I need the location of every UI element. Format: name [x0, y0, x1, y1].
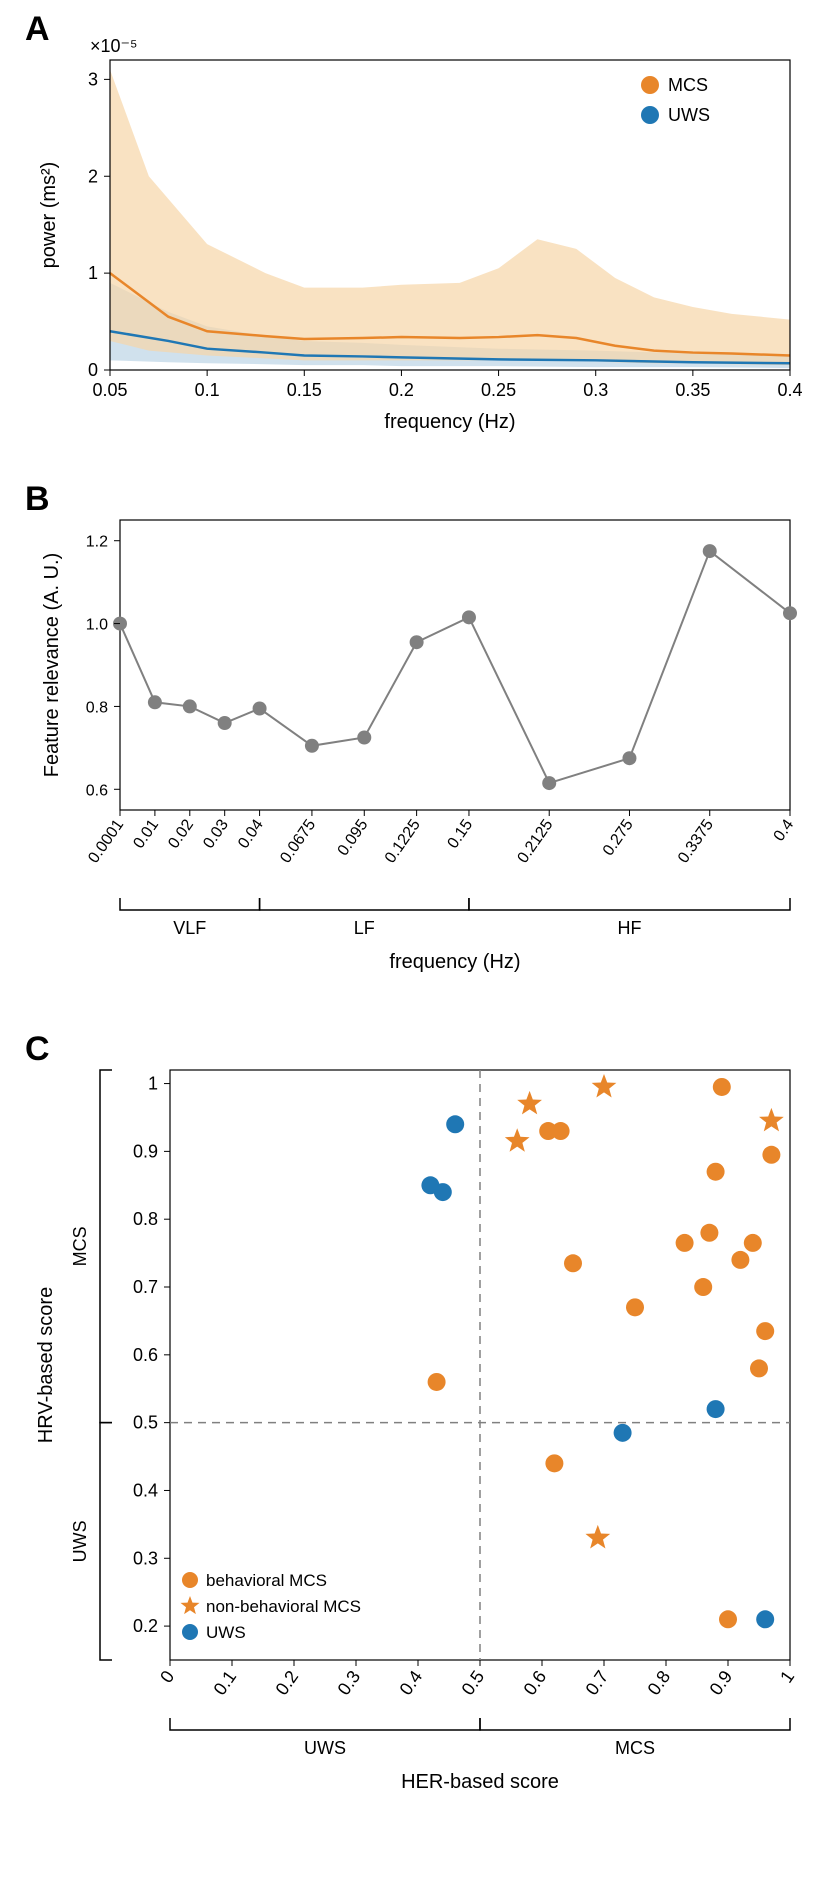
svg-text:0.1225: 0.1225	[382, 816, 424, 866]
svg-text:MCS: MCS	[615, 1738, 655, 1758]
svg-text:0.3: 0.3	[583, 380, 608, 400]
svg-text:MCS: MCS	[668, 75, 708, 95]
panel-b-label: B	[25, 480, 50, 519]
svg-text:1: 1	[88, 263, 98, 283]
svg-text:0.6: 0.6	[133, 1345, 158, 1365]
svg-text:LF: LF	[354, 918, 375, 938]
svg-text:0.15: 0.15	[287, 380, 322, 400]
svg-text:0: 0	[156, 1667, 178, 1687]
svg-text:0.4: 0.4	[133, 1480, 158, 1500]
panel-c: C 00.10.20.30.40.50.60.70.80.910.20.30.4…	[20, 1040, 806, 1840]
svg-text:power (ms²): power (ms²)	[38, 162, 60, 269]
svg-text:1: 1	[148, 1074, 158, 1094]
svg-text:VLF: VLF	[173, 918, 206, 938]
svg-text:0.7: 0.7	[133, 1277, 158, 1297]
svg-text:0.275: 0.275	[600, 816, 637, 859]
svg-text:2: 2	[88, 166, 98, 186]
svg-text:0.095: 0.095	[335, 816, 372, 859]
svg-text:0.25: 0.25	[481, 380, 516, 400]
svg-text:HER-based score: HER-based score	[401, 1771, 559, 1793]
svg-text:0.0001: 0.0001	[85, 816, 127, 866]
svg-text:1.2: 1.2	[86, 534, 108, 551]
svg-text:behavioral MCS: behavioral MCS	[206, 1571, 327, 1590]
svg-text:0.5: 0.5	[458, 1667, 489, 1699]
svg-text:0.05: 0.05	[92, 380, 127, 400]
svg-text:3: 3	[88, 69, 98, 89]
svg-text:UWS: UWS	[304, 1738, 346, 1758]
panel-a-label: A	[25, 10, 50, 49]
svg-text:0.8: 0.8	[644, 1667, 675, 1699]
svg-text:0.8: 0.8	[86, 699, 108, 716]
svg-text:MCS: MCS	[70, 1226, 90, 1266]
svg-text:0.2: 0.2	[389, 380, 414, 400]
panel-a-chart: 0.05 0.1 0.15 0.2 0.25 0.3 0.35 0.4 0 1 2 3 ×10⁻⁵ fre…	[20, 20, 806, 460]
svg-text:0.2: 0.2	[133, 1616, 158, 1636]
svg-text:0.3375: 0.3375	[675, 816, 717, 866]
svg-text:0.4: 0.4	[771, 816, 798, 844]
svg-text:0.4: 0.4	[777, 380, 802, 400]
svg-text:0.2: 0.2	[272, 1667, 303, 1699]
svg-text:0.3: 0.3	[334, 1667, 365, 1699]
svg-text:non-behavioral MCS: non-behavioral MCS	[206, 1597, 361, 1616]
svg-text:×10⁻⁵: ×10⁻⁵	[90, 36, 138, 56]
svg-text:0.0675: 0.0675	[277, 816, 319, 866]
svg-text:1.0: 1.0	[86, 617, 108, 634]
svg-text:0.35: 0.35	[675, 380, 710, 400]
svg-text:0.2125: 0.2125	[515, 816, 557, 866]
svg-text:UWS: UWS	[70, 1520, 90, 1562]
panel-b-chart: 0.6 0.8 1.0 1.2 0.00010.010.020.030.04 0.0675…	[20, 490, 806, 1010]
svg-text:0.5: 0.5	[133, 1413, 158, 1433]
svg-text:UWS: UWS	[668, 105, 710, 125]
svg-text:UWS: UWS	[206, 1623, 246, 1642]
panel-c-label: C	[25, 1030, 50, 1069]
panel-c-chart: 0 0.1 0.2 0.3 0.4 0.5 0.6 0.7 0.8 0.9 1 0.2 0.3 0.4 0.…	[20, 1040, 806, 1840]
svg-text:0.8: 0.8	[133, 1209, 158, 1229]
svg-text:HF: HF	[617, 918, 641, 938]
svg-text:0.3: 0.3	[133, 1548, 158, 1568]
svg-text:0.02: 0.02	[165, 816, 197, 851]
svg-text:0.1: 0.1	[210, 1667, 241, 1699]
svg-text:0.03: 0.03	[200, 816, 232, 851]
svg-text:0.7: 0.7	[582, 1667, 613, 1699]
panel-b: B 0.60.81.01.20.00010.010.020.030.040.06…	[20, 490, 806, 1010]
svg-text:0.01: 0.01	[130, 816, 162, 851]
svg-text:Feature relevance (A. U.): Feature relevance (A. U.)	[41, 553, 63, 778]
panel-a: A 0.050.10.150.20.250.30.350.40123×10⁻⁵f…	[20, 20, 806, 460]
svg-text:0.9: 0.9	[133, 1141, 158, 1161]
svg-text:0.15: 0.15	[444, 816, 476, 851]
svg-text:0.9: 0.9	[706, 1667, 737, 1699]
svg-text:frequency (Hz): frequency (Hz)	[384, 411, 515, 433]
svg-text:0.6: 0.6	[86, 782, 108, 799]
svg-text:frequency (Hz): frequency (Hz)	[389, 951, 520, 973]
svg-text:0.1: 0.1	[195, 380, 220, 400]
svg-text:0.6: 0.6	[520, 1667, 551, 1699]
svg-text:0: 0	[88, 360, 98, 380]
svg-text:0.04: 0.04	[235, 816, 267, 851]
svg-text:0.4: 0.4	[396, 1667, 427, 1699]
svg-text:HRV-based score: HRV-based score	[35, 1287, 57, 1443]
svg-text:1: 1	[776, 1667, 798, 1687]
